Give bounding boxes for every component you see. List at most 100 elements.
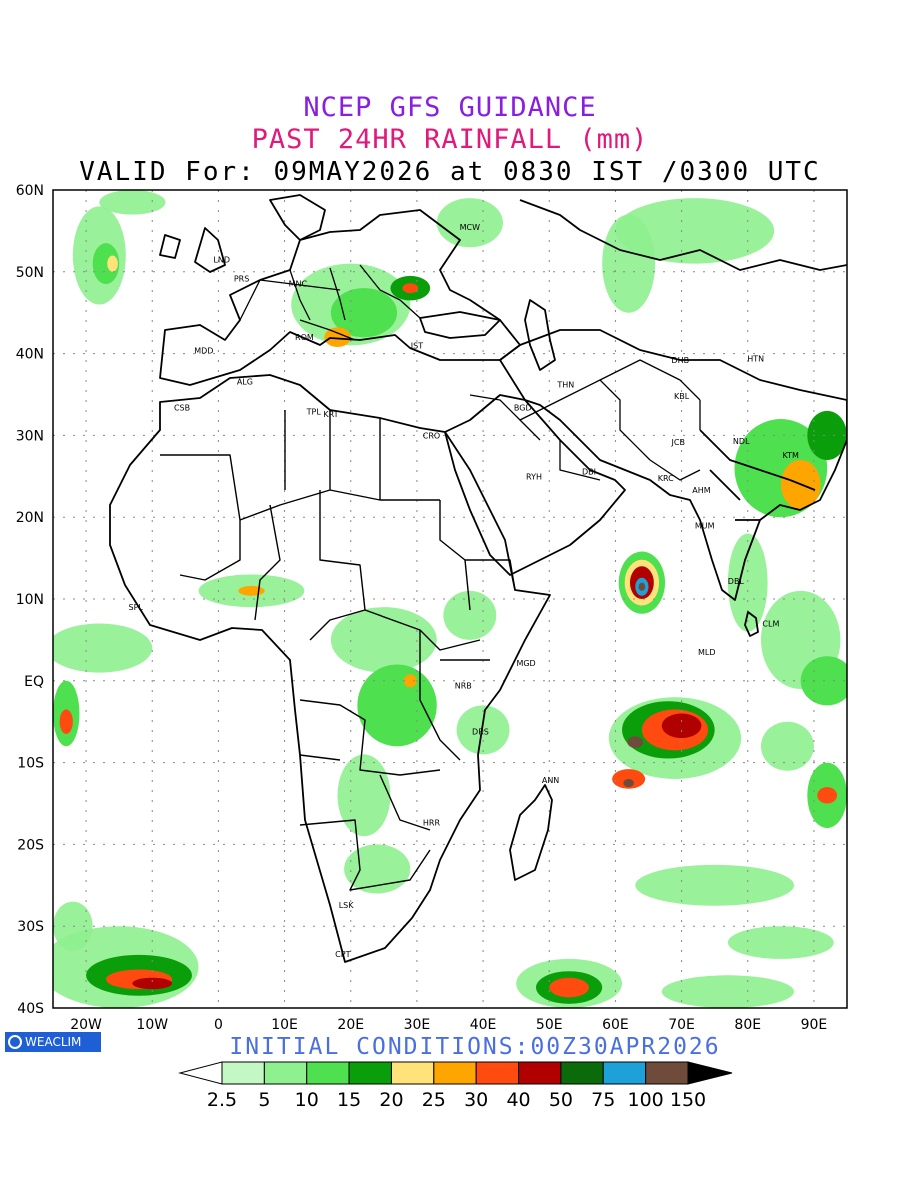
legend-high-arrow [687, 1061, 733, 1085]
legend-label: 50 [549, 1089, 573, 1111]
legend-label: 2.5 [207, 1089, 237, 1111]
title-valid-time: VALID For: 09MAY2026 at 0830 IST /0300 U… [79, 157, 821, 187]
legend-swatch [348, 1061, 392, 1085]
legend-swatch [390, 1061, 435, 1085]
legend-label: 25 [422, 1089, 446, 1111]
rain-area [337, 754, 391, 837]
rain-area [807, 410, 847, 460]
city-label: SPL [129, 603, 144, 612]
legend-swatch [645, 1061, 689, 1085]
rain-area [357, 664, 437, 747]
legend-swatch [518, 1061, 562, 1085]
rain-area [107, 255, 118, 272]
lat-tick-label: 10S [17, 756, 44, 772]
arabia-coastline [444, 394, 626, 576]
lon-tick-label: 10E [271, 1017, 298, 1033]
scandinavia-coastline [269, 194, 326, 241]
rain-area [661, 713, 702, 739]
africa-borders [160, 410, 516, 891]
lon-tick-label: 90E [801, 1017, 828, 1033]
city-label: JCB [671, 438, 685, 447]
lat-tick-label: 40N [16, 347, 44, 363]
lon-tick-label: 60E [602, 1017, 629, 1033]
legend-low-arrow [178, 1061, 223, 1085]
rain-area [800, 656, 847, 706]
rain-area [635, 864, 795, 906]
rain-area [638, 582, 646, 591]
india-borders [699, 429, 816, 521]
lat-tick-label: 20S [17, 837, 44, 853]
lon-tick-label: 0 [214, 1017, 223, 1033]
longitude-labels: 20W 10W 0 10E 20E 30E 40E 50E 60E 70E 80E 90E [70, 1017, 827, 1033]
rain-area [330, 288, 398, 338]
city-label: RYH [526, 472, 542, 481]
lat-tick-label: 60N [16, 183, 44, 199]
rain-area [549, 977, 589, 998]
rain-area [627, 736, 644, 748]
legend-swatch [475, 1061, 520, 1085]
asia-coastline [499, 329, 847, 601]
city-label: NRB [455, 682, 472, 691]
coastlines-and-borders [109, 194, 847, 963]
rain-area [53, 901, 93, 951]
city-label: IST [411, 341, 423, 350]
city-label: LND [213, 256, 230, 265]
city-label: ROM [295, 333, 314, 342]
city-label: HTN [747, 355, 764, 364]
lat-tick-label: 20N [16, 510, 44, 526]
rain-area [623, 778, 634, 788]
rain-area [59, 709, 73, 734]
city-label: KRT [323, 410, 338, 419]
caspian-sea-coastline [524, 299, 556, 371]
city-label: ALG [237, 377, 253, 386]
rain-area [344, 844, 411, 894]
ireland-coastline [159, 234, 181, 259]
city-label: DBL [728, 577, 745, 586]
africa-coastline [109, 374, 551, 963]
logo-text: WEACLIM [25, 1035, 82, 1049]
lon-tick-label: 10W [136, 1017, 168, 1033]
rain-area [99, 190, 166, 215]
rain-area [238, 585, 265, 596]
legend-swatch [306, 1061, 350, 1085]
lat-tick-label: 40S [17, 1001, 44, 1017]
europe-borders [239, 264, 421, 341]
title-model: NCEP GFS GUIDANCE [303, 92, 597, 123]
rain-area [402, 283, 419, 294]
latitude-labels: 60N 50N 40N 30N 20N 10N EQ 10S 20S 30S 40S [16, 183, 44, 1017]
city-label: THN [556, 381, 574, 390]
black-sea-coastline [419, 311, 501, 339]
grid-lines [53, 190, 847, 1008]
city-label: DBI [582, 467, 596, 476]
city-labels: LND PRS MNC MCW MDD ROM IST ALG CSB TPL KRT CRO BGD T… [129, 223, 800, 959]
city-label: MGD [516, 659, 535, 668]
rain-area [817, 787, 838, 804]
lon-tick-label: 20E [337, 1017, 364, 1033]
city-label: KBL [674, 392, 690, 401]
lon-tick-label: 40E [470, 1017, 497, 1033]
initial-conditions-label: INITIAL CONDITIONS:00Z30APR2026 [229, 1034, 721, 1060]
city-label: MUM [695, 521, 715, 530]
city-label: MCW [460, 223, 480, 232]
lon-tick-label: 20W [70, 1017, 102, 1033]
rain-area [92, 243, 120, 285]
legend-label: 40 [506, 1089, 530, 1111]
city-label: CLM [762, 620, 779, 629]
legend-label: 30 [464, 1089, 488, 1111]
city-label: KTM [783, 451, 800, 460]
city-label: KRC [658, 474, 674, 483]
city-label: CRO [423, 431, 440, 440]
legend-swatch [560, 1061, 604, 1085]
city-label: MDD [194, 346, 213, 355]
rain-area [403, 674, 417, 688]
city-label: TPL [306, 408, 322, 417]
city-label: AHM [692, 486, 710, 495]
lon-tick-label: 30E [404, 1017, 431, 1033]
rain-area [602, 214, 656, 313]
middle-east-borders [469, 359, 701, 481]
city-label: BGD [514, 404, 532, 413]
lat-tick-label: 30N [16, 428, 44, 444]
rain-area [132, 977, 173, 990]
northern-asia-coastline [519, 199, 847, 271]
